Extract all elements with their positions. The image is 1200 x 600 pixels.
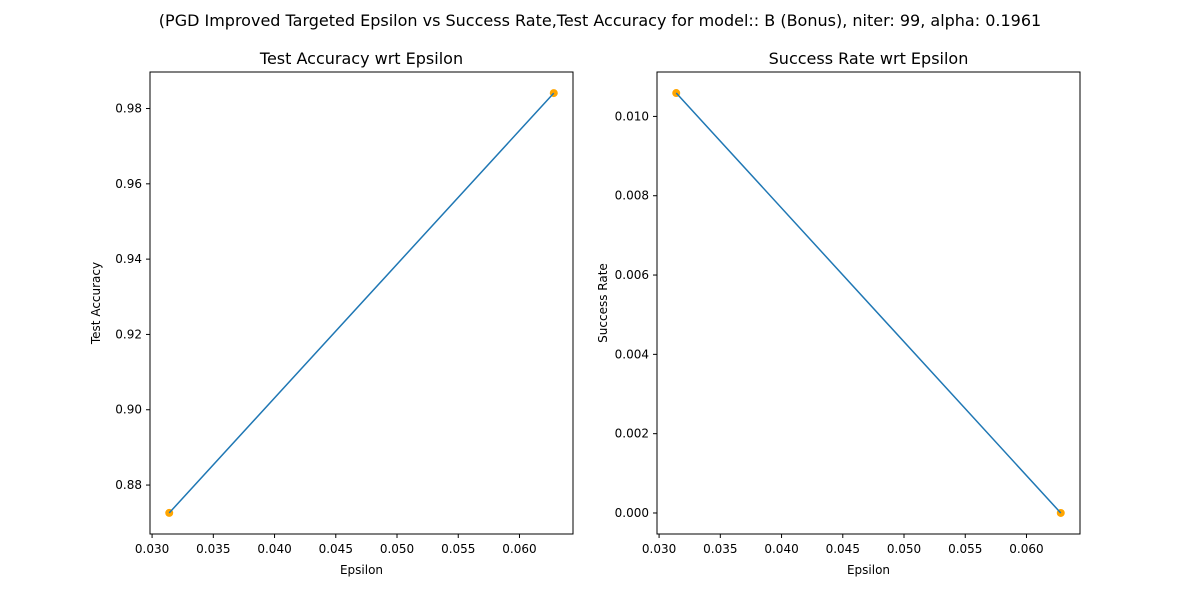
success-rate-ytick-label: 0.010 [615, 109, 649, 123]
accuracy-xtick-label: 0.040 [257, 542, 291, 556]
accuracy-ylabel: Test Accuracy [89, 262, 103, 345]
success-rate-axes-frame [656, 71, 1081, 535]
accuracy-xtick-label: 0.035 [196, 542, 230, 556]
success-rate-xtick-label: 0.045 [826, 542, 860, 556]
accuracy-ytick-label: 0.98 [115, 102, 142, 116]
accuracy-xtick-label: 0.030 [135, 542, 169, 556]
accuracy-ytick-label: 0.90 [115, 403, 142, 417]
success-rate-xtick-label: 0.060 [1009, 542, 1043, 556]
success-rate-series-line [675, 92, 1062, 514]
accuracy-ytick-label: 0.88 [115, 478, 142, 492]
accuracy-xlabel: Epsilon [340, 563, 383, 577]
success-rate-xlabel: Epsilon [847, 563, 890, 577]
success-rate-ytick-label: 0.004 [615, 347, 649, 361]
accuracy-axes-frame [149, 71, 574, 535]
success-rate-panel: Success Rate wrt Epsilon 0.030 0.035 0.040 0… [596, 49, 1081, 577]
success-rate-xtick-label: 0.035 [703, 542, 737, 556]
accuracy-title: Test Accuracy wrt Epsilon [259, 49, 463, 68]
success-rate-xtick-label: 0.030 [642, 542, 676, 556]
success-rate-ylabel: Success Rate [596, 263, 610, 343]
success-rate-ytick-label: 0.008 [615, 189, 649, 203]
success-rate-xtick-label: 0.040 [764, 542, 798, 556]
success-rate-ytick-label: 0.000 [615, 506, 649, 520]
success-rate-title: Success Rate wrt Epsilon [769, 49, 969, 68]
accuracy-xtick-label: 0.055 [441, 542, 475, 556]
accuracy-xtick-label: 0.045 [319, 542, 353, 556]
success-rate-xtick-label: 0.055 [948, 542, 982, 556]
figure-suptitle: (PGD Improved Targeted Epsilon vs Succes… [159, 11, 1041, 30]
accuracy-ytick-label: 0.94 [115, 252, 142, 266]
success-rate-xtick-label: 0.050 [887, 542, 921, 556]
accuracy-xtick-label: 0.050 [380, 542, 414, 556]
accuracy-panel: Test Accuracy wrt Epsilon 0.030 0.035 0.040… [89, 49, 574, 577]
success-rate-ytick-label: 0.006 [615, 268, 649, 282]
accuracy-ytick-label: 0.96 [115, 177, 142, 191]
accuracy-series-line [168, 92, 555, 514]
accuracy-xtick-label: 0.060 [502, 542, 536, 556]
accuracy-ytick-label: 0.92 [115, 327, 142, 341]
success-rate-ytick-label: 0.002 [615, 427, 649, 441]
